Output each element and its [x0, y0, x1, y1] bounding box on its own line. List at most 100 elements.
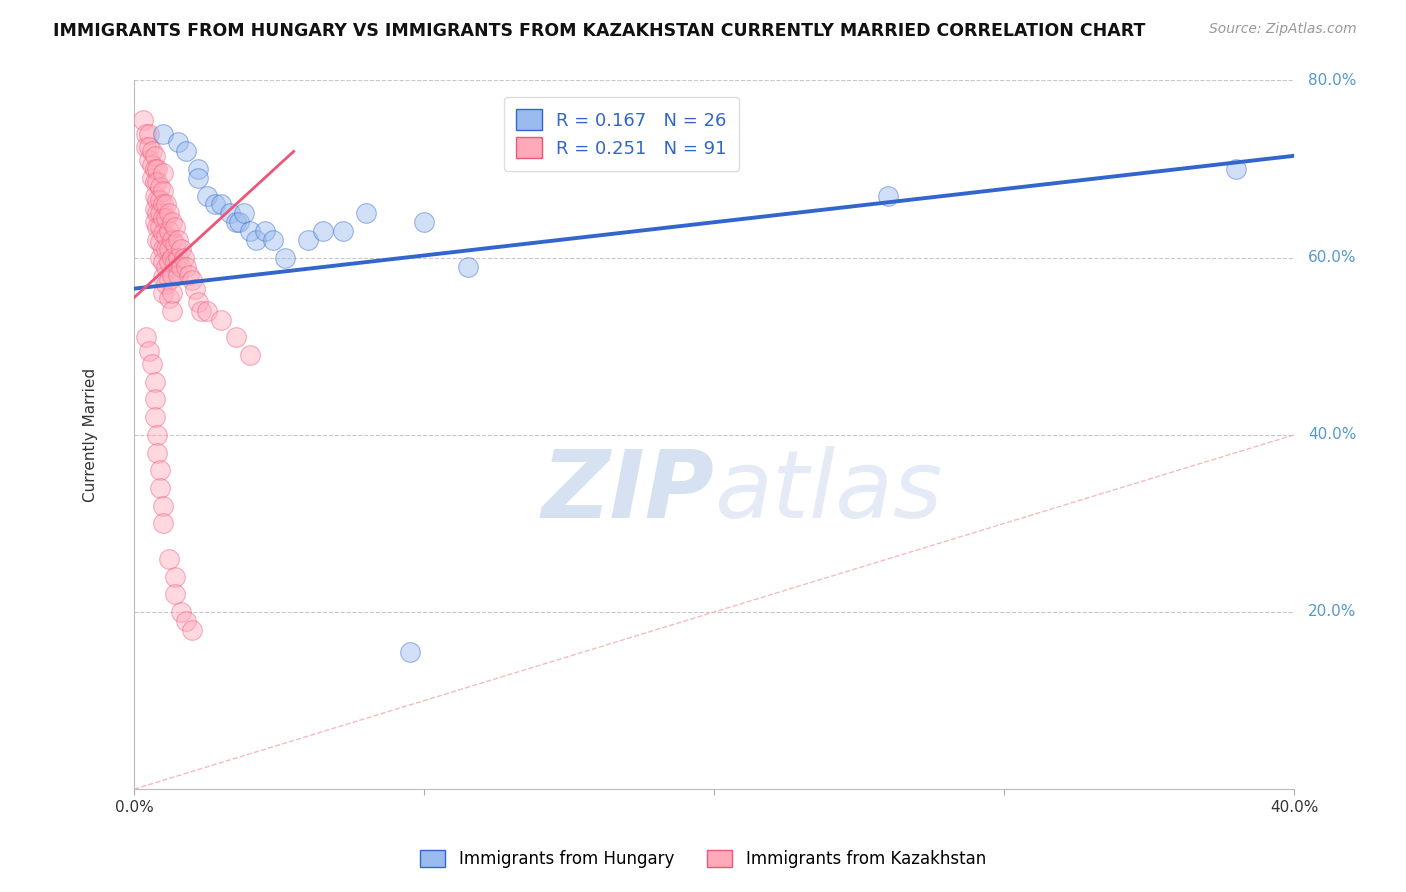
Point: [163, 569, 186, 583]
Point: [219, 206, 242, 220]
Point: [152, 499, 174, 513]
Point: [152, 226, 174, 240]
Point: [149, 206, 172, 220]
Point: [163, 587, 186, 601]
Point: [152, 516, 174, 531]
Point: [146, 219, 169, 234]
Point: [245, 233, 267, 247]
Point: [225, 330, 247, 344]
Point: [143, 162, 166, 177]
Point: [149, 463, 172, 477]
Point: [157, 242, 180, 256]
Text: 20.0%: 20.0%: [1308, 605, 1357, 619]
Point: [157, 224, 180, 238]
Point: [149, 235, 172, 249]
Point: [152, 286, 174, 301]
Point: [152, 211, 174, 225]
Point: [146, 175, 169, 189]
Text: Currently Married: Currently Married: [83, 368, 97, 502]
Point: [160, 268, 183, 283]
Point: [149, 193, 172, 207]
Point: [195, 303, 218, 318]
Point: [143, 215, 166, 229]
Legend: Immigrants from Hungary, Immigrants from Kazakhstan: Immigrants from Hungary, Immigrants from…: [413, 843, 993, 875]
Point: [166, 251, 188, 265]
Point: [155, 211, 177, 225]
Point: [354, 206, 377, 220]
Point: [181, 623, 204, 637]
Point: [398, 645, 420, 659]
Point: [146, 427, 169, 442]
Point: [228, 215, 250, 229]
Point: [143, 175, 166, 189]
Point: [157, 551, 180, 566]
Point: [160, 286, 183, 301]
Point: [160, 233, 183, 247]
Text: 60.0%: 60.0%: [1308, 250, 1357, 265]
Point: [225, 215, 247, 229]
Point: [143, 392, 166, 407]
Point: [173, 251, 195, 265]
Point: [877, 188, 900, 202]
Text: 80.0%: 80.0%: [1308, 73, 1357, 88]
Point: [157, 273, 180, 287]
Point: [184, 282, 207, 296]
Point: [143, 188, 166, 202]
Point: [160, 251, 183, 265]
Point: [163, 237, 186, 252]
Point: [143, 149, 166, 163]
Point: [135, 140, 157, 154]
Point: [160, 303, 183, 318]
Point: [163, 219, 186, 234]
Point: [166, 268, 188, 283]
Legend: R = 0.167   N = 26, R = 0.251   N = 91: R = 0.167 N = 26, R = 0.251 N = 91: [503, 96, 740, 170]
Point: [143, 410, 166, 425]
Point: [132, 113, 155, 128]
Point: [138, 127, 160, 141]
Point: [143, 375, 166, 389]
Point: [262, 233, 284, 247]
Point: [152, 242, 174, 256]
Point: [233, 206, 256, 220]
Point: [155, 277, 177, 292]
Point: [149, 179, 172, 194]
Point: [141, 170, 163, 185]
Point: [209, 312, 232, 326]
Point: [163, 255, 186, 269]
Point: [146, 445, 169, 459]
Point: [157, 291, 180, 305]
Point: [253, 224, 276, 238]
Point: [457, 260, 479, 274]
Point: [146, 206, 169, 220]
Point: [176, 260, 198, 274]
Point: [157, 206, 180, 220]
Point: [146, 193, 169, 207]
Point: [190, 303, 212, 318]
Point: [187, 162, 209, 177]
Point: [141, 158, 163, 172]
Point: [312, 224, 335, 238]
Point: [143, 202, 166, 216]
Point: [239, 224, 262, 238]
Text: atlas: atlas: [714, 446, 942, 537]
Point: [187, 170, 209, 185]
Text: Source: ZipAtlas.com: Source: ZipAtlas.com: [1209, 22, 1357, 37]
Point: [141, 145, 163, 159]
Point: [149, 251, 172, 265]
Point: [239, 348, 262, 362]
Point: [152, 255, 174, 269]
Point: [195, 188, 218, 202]
Point: [155, 228, 177, 243]
Point: [332, 224, 354, 238]
Point: [181, 273, 204, 287]
Point: [138, 140, 160, 154]
Point: [141, 357, 163, 371]
Point: [149, 219, 172, 234]
Point: [209, 197, 232, 211]
Text: IMMIGRANTS FROM HUNGARY VS IMMIGRANTS FROM KAZAKHSTAN CURRENTLY MARRIED CORRELAT: IMMIGRANTS FROM HUNGARY VS IMMIGRANTS FR…: [53, 22, 1146, 40]
Point: [146, 233, 169, 247]
Point: [204, 197, 226, 211]
Point: [146, 162, 169, 177]
Point: [187, 294, 209, 309]
Point: [152, 197, 174, 211]
